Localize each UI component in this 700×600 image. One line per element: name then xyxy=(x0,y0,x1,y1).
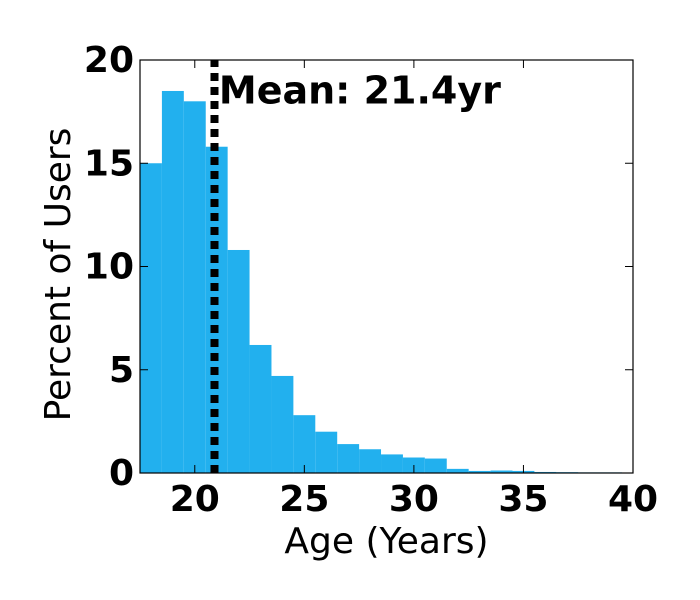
y-axis-label: Percent of Users xyxy=(38,128,79,422)
x-tick-label-20: 20 xyxy=(170,479,220,520)
x-tick-label-25: 25 xyxy=(279,479,329,520)
y-tick-label-0: 0 xyxy=(109,453,134,494)
y-tick-label-10: 10 xyxy=(84,247,134,288)
y-tick-label-5: 5 xyxy=(109,350,134,391)
histogram-bar-6 xyxy=(271,375,294,473)
histogram-bar-5 xyxy=(249,344,272,473)
x-tick-label-40: 40 xyxy=(608,479,658,520)
mean-annotation: Mean: 21.4yr xyxy=(219,68,501,112)
x-axis-label: Age (Years) xyxy=(284,521,488,562)
histogram-bar-8 xyxy=(315,431,338,473)
histogram-bar-14 xyxy=(446,468,469,473)
histogram-bar-13 xyxy=(424,458,447,473)
axis-ticks xyxy=(140,59,634,474)
histogram-bar-11 xyxy=(381,454,403,473)
histogram-bar-4 xyxy=(227,249,250,473)
histogram-bar-7 xyxy=(293,415,316,473)
histogram-bar-1 xyxy=(161,90,184,473)
histogram-bar-16 xyxy=(490,470,513,473)
histogram-bar-9 xyxy=(337,444,360,473)
x-tick-label-30: 30 xyxy=(389,479,439,520)
histogram-bar-2 xyxy=(183,101,206,474)
y-tick-label-15: 15 xyxy=(84,143,134,184)
histogram-bar-10 xyxy=(359,449,382,473)
x-tick-label-35: 35 xyxy=(498,479,548,520)
y-tick-label-20: 20 xyxy=(84,40,134,81)
histogram-bar-15 xyxy=(468,470,491,473)
histogram-bar-0 xyxy=(140,163,162,473)
x-tick-labels: 20 25 30 35 40 xyxy=(170,479,658,520)
y-tick-labels: 0 5 10 15 20 xyxy=(84,40,134,494)
